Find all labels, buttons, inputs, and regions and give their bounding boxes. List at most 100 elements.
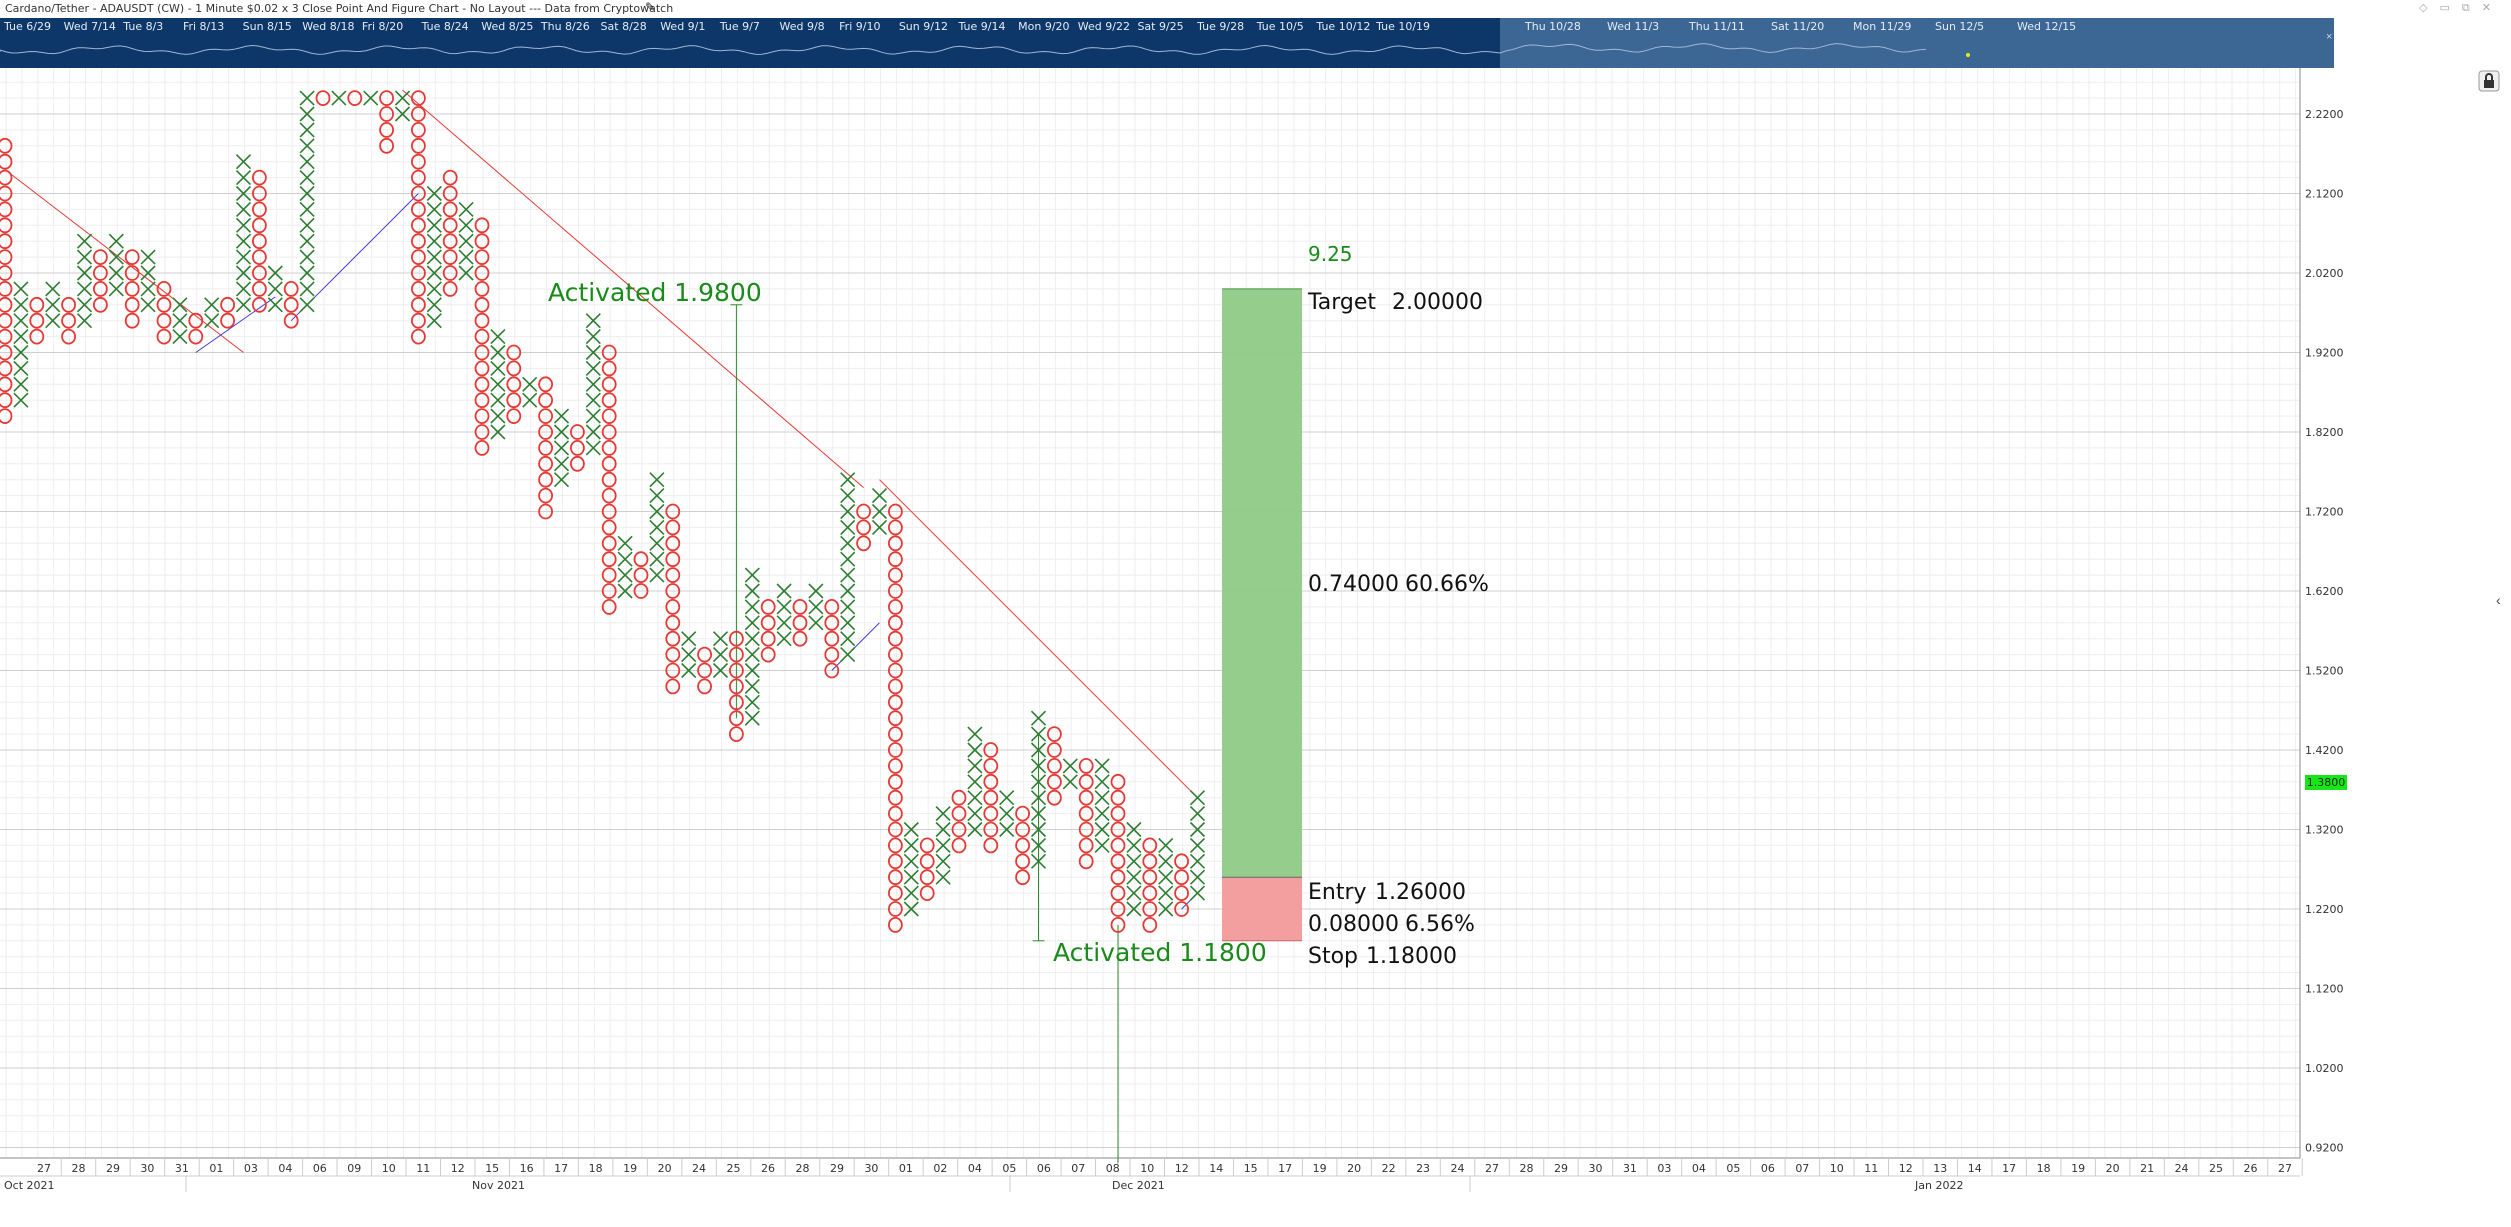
- x-box: [585, 392, 601, 408]
- x-box: [299, 154, 315, 170]
- x-box: [299, 201, 315, 217]
- lock-icon[interactable]: [2478, 70, 2500, 92]
- x-box: [840, 472, 856, 488]
- x-tick-label: 18: [589, 1162, 603, 1175]
- x-box: [871, 519, 888, 535]
- navigator-date: Wed 8/18: [302, 20, 355, 33]
- x-tick-label: 04: [278, 1162, 292, 1175]
- o-box: [1015, 821, 1030, 838]
- navigator-date: Wed 12/15: [2017, 20, 2077, 33]
- o-box: [919, 869, 935, 886]
- o-box: [983, 837, 999, 854]
- x-box: [903, 901, 919, 917]
- x-box: [235, 265, 252, 281]
- o-box: [601, 376, 617, 393]
- o-box: [0, 185, 13, 202]
- window-controls[interactable]: ◇▭⧉✕: [2419, 1, 2503, 14]
- x-box: [967, 726, 983, 742]
- x-box: [426, 265, 442, 281]
- x-box: [840, 567, 856, 583]
- x-box: [681, 647, 697, 663]
- pnf-chart[interactable]: 2.2200 2.1200 2.0200 1.9200 1.8200 1.7200 1.62…: [0, 68, 2511, 1227]
- reward-percent: 60.66%: [1405, 572, 1489, 597]
- o-box: [474, 360, 490, 377]
- o-box: [410, 201, 426, 218]
- x-box: [808, 599, 824, 615]
- x-box: [426, 201, 442, 217]
- x-box: [299, 185, 315, 202]
- o-box: [538, 487, 553, 504]
- x-tick-label: 14: [1209, 1162, 1223, 1175]
- navigator-strip[interactable]: Tue 6/29 Wed 7/14 Tue 8/3 Fri 8/13 Sun 8/15 W…: [0, 18, 2334, 68]
- x-box: [1189, 821, 1206, 838]
- o-box: [888, 758, 903, 774]
- x-box: [840, 503, 856, 520]
- o-box: [1015, 869, 1030, 886]
- o-box: [474, 439, 490, 456]
- x-tick-label: 30: [864, 1162, 878, 1175]
- y-tick-label: 2.1200: [2305, 188, 2344, 201]
- blue-trend-line: [831, 622, 880, 671]
- o-box: [888, 869, 903, 886]
- x-tick-label: 29: [830, 1162, 844, 1175]
- o-box: [1174, 901, 1189, 917]
- o-box: [1078, 789, 1094, 806]
- x-box: [490, 329, 506, 345]
- o-box: [951, 805, 967, 822]
- o-box: [410, 106, 426, 122]
- x-tick-label: 03: [244, 1162, 258, 1175]
- o-box: [410, 296, 426, 313]
- x-box: [967, 806, 983, 822]
- x-box: [1030, 742, 1047, 758]
- o-box: [188, 312, 204, 329]
- x-box: [967, 758, 983, 774]
- navigator-dates: Tue 6/29 Wed 7/14 Tue 8/3 Fri 8/13 Sun 8/15 W…: [0, 18, 2334, 34]
- x-box: [649, 488, 665, 504]
- x-box: [299, 233, 315, 249]
- o-box: [601, 519, 617, 536]
- x-box: [235, 217, 252, 233]
- x-box: [840, 583, 856, 599]
- o-box: [888, 853, 903, 870]
- x-box: [1094, 774, 1110, 790]
- o-box: [0, 360, 13, 377]
- pencil-icon[interactable]: ✎: [645, 0, 656, 14]
- o-box: [474, 217, 490, 234]
- close-icon[interactable]: ×: [2326, 31, 2333, 43]
- y-tick-label: 2.0200: [2305, 267, 2344, 280]
- o-box: [124, 249, 140, 266]
- o-box: [665, 614, 681, 631]
- o-box: [1015, 805, 1030, 822]
- navigator-date: Mon 9/20: [1018, 20, 1070, 33]
- o-box: [410, 217, 426, 234]
- o-box: [0, 265, 13, 281]
- o-box: [1142, 853, 1158, 870]
- chevron-left-icon[interactable]: ‹: [2496, 592, 2501, 608]
- o-box: [665, 662, 681, 679]
- x-box: [649, 535, 665, 551]
- o-box: [665, 519, 681, 536]
- x-tick-label: 09: [347, 1162, 361, 1175]
- x-box: [172, 329, 188, 345]
- o-box: [888, 789, 903, 806]
- x-tick-label: 20: [1347, 1162, 1361, 1175]
- y-tick-label: 2.2200: [2305, 108, 2344, 121]
- x-tick-label: 01: [899, 1162, 913, 1175]
- o-box: [410, 153, 426, 170]
- navigator-date: Fri 9/10: [839, 20, 881, 33]
- x-tick-label: 03: [1657, 1162, 1671, 1175]
- x-box: [426, 313, 442, 329]
- x-box: [45, 313, 61, 329]
- x-box: [76, 313, 93, 329]
- x-box: [585, 313, 601, 329]
- o-box: [888, 535, 903, 552]
- x-box: [617, 551, 633, 567]
- x-box: [776, 615, 792, 631]
- o-box: [601, 487, 617, 504]
- navigator-selection[interactable]: [1500, 18, 2334, 68]
- x-tick-label: 10: [1830, 1162, 1844, 1175]
- x-month-label: Nov 2021: [472, 1179, 525, 1192]
- o-box: [538, 424, 553, 440]
- o-box: [1110, 901, 1126, 917]
- navigator-date: Sat 9/25: [1137, 20, 1184, 33]
